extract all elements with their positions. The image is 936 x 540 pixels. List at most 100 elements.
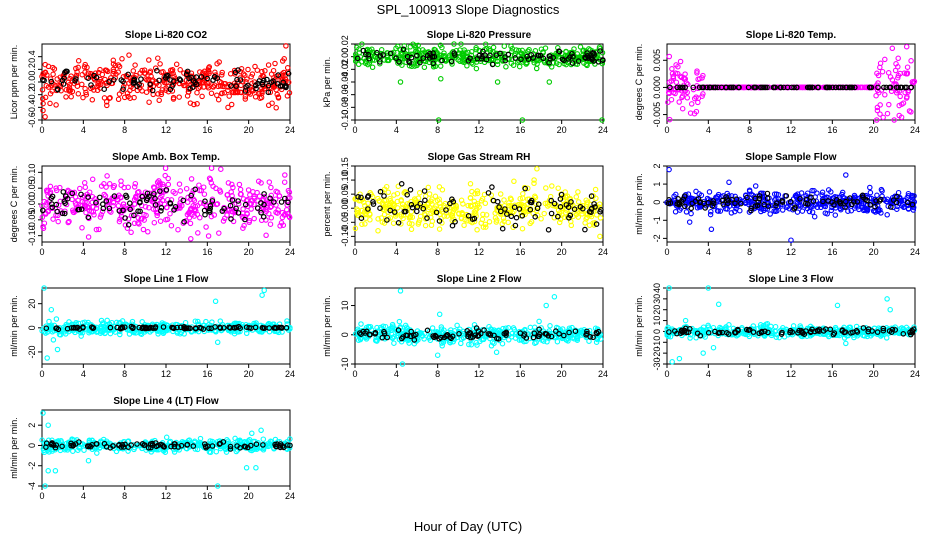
black-data-point — [880, 327, 887, 334]
data-point — [248, 206, 254, 212]
data-point — [69, 88, 76, 95]
data-point — [205, 67, 211, 73]
black-data-point — [130, 80, 137, 86]
data-point — [666, 53, 673, 60]
data-point-outlier — [682, 317, 689, 324]
data-point — [505, 325, 512, 331]
black-data-point — [163, 73, 170, 79]
data-point — [882, 92, 888, 98]
y-tick-label: -0.10 — [340, 110, 350, 131]
black-data-point — [85, 194, 92, 201]
x-tick-label: 12 — [786, 369, 796, 379]
x-tick-label: 12 — [474, 369, 484, 379]
x-tick-label: 12 — [161, 369, 171, 379]
black-data-point — [365, 51, 372, 58]
data-point — [95, 69, 102, 76]
data-point — [266, 328, 273, 335]
black-data-point — [893, 199, 900, 206]
black-data-point — [156, 77, 162, 84]
data-point — [584, 62, 590, 69]
data-point — [81, 202, 88, 209]
data-point — [544, 339, 550, 345]
y-tick-label: 0.10 — [340, 171, 350, 189]
data-point-outlier — [715, 301, 722, 308]
black-data-point — [873, 198, 879, 204]
data-point — [126, 52, 132, 58]
data-point — [278, 220, 285, 226]
black-data-point — [723, 194, 730, 200]
black-data-point — [898, 84, 905, 91]
black-data-point — [491, 332, 497, 339]
data-point — [117, 331, 123, 338]
data-point — [893, 90, 900, 96]
black-data-point — [591, 201, 597, 207]
data-point — [732, 193, 738, 200]
chart-title: Slope Line 2 Flow — [437, 274, 522, 285]
data-point — [531, 180, 537, 187]
data-point — [900, 326, 907, 332]
data-point — [577, 44, 584, 50]
black-data-point — [360, 47, 367, 54]
black-data-point — [565, 56, 572, 62]
data-point — [497, 191, 504, 197]
data-point — [269, 100, 275, 106]
black-data-point — [830, 331, 837, 338]
data-point — [75, 91, 82, 97]
black-data-point — [552, 328, 559, 334]
data-point — [772, 323, 779, 330]
black-data-point — [181, 219, 187, 225]
data-point — [679, 94, 685, 101]
data-point — [188, 205, 194, 212]
data-point — [249, 71, 256, 77]
black-data-point — [204, 75, 211, 82]
data-point — [863, 205, 869, 212]
data-point — [811, 213, 818, 220]
data-point — [580, 48, 586, 54]
black-data-point — [511, 204, 518, 211]
black-data-point — [372, 329, 379, 336]
black-data-point — [537, 52, 544, 59]
data-point — [150, 184, 157, 190]
data-point — [809, 187, 815, 194]
data-point — [65, 219, 71, 226]
black-data-point — [139, 193, 146, 200]
data-point — [78, 333, 84, 339]
y-tick-label: -20 — [27, 345, 37, 358]
black-data-point — [358, 215, 365, 222]
black-data-point — [100, 205, 107, 212]
data-point — [200, 84, 207, 90]
black-data-point — [101, 86, 108, 93]
black-data-point — [235, 67, 241, 73]
data-point-outlier — [519, 117, 526, 123]
black-data-point — [487, 52, 493, 59]
data-point — [203, 318, 209, 325]
data-point — [53, 102, 59, 108]
data-point — [825, 187, 832, 193]
data-point — [784, 204, 790, 211]
data-point — [390, 201, 397, 207]
data-point — [53, 187, 60, 194]
data-point — [99, 320, 106, 326]
chart-title: Slope Line 4 (LT) Flow — [113, 396, 219, 407]
data-point — [542, 45, 549, 51]
black-data-point — [80, 324, 86, 331]
y-tick-label: -20 — [652, 347, 662, 360]
black-data-point — [137, 199, 143, 206]
data-point — [549, 183, 555, 189]
data-point — [688, 210, 694, 217]
black-data-point — [680, 196, 687, 203]
data-point — [832, 212, 839, 218]
black-data-point — [682, 84, 689, 91]
data-point — [43, 82, 50, 89]
black-data-point — [449, 222, 456, 229]
data-point — [155, 55, 161, 61]
x-tick-label: 0 — [39, 247, 44, 257]
data-point — [574, 207, 580, 213]
data-point — [110, 184, 117, 191]
data-point — [394, 205, 401, 211]
black-data-point — [851, 84, 858, 91]
data-point — [895, 75, 901, 81]
data-point — [55, 218, 61, 225]
y-tick-label: 0 — [27, 325, 37, 330]
